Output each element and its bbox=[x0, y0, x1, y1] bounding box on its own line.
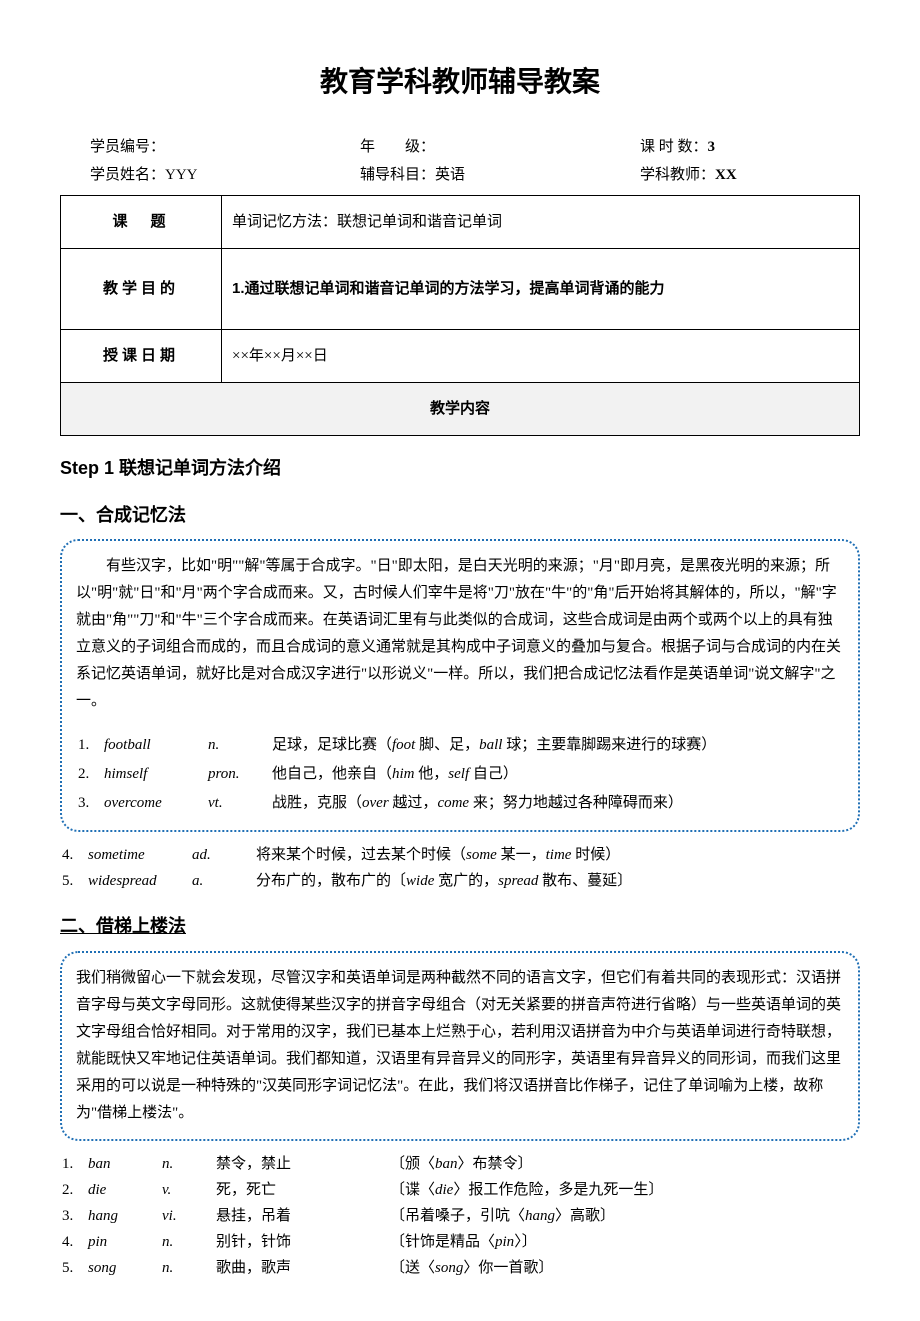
page-title: 教育学科教师辅导教案 bbox=[60, 60, 860, 105]
vocab-cell: 4. bbox=[60, 842, 86, 868]
vocab-cell: 2. bbox=[60, 1177, 86, 1203]
vocab-cell: 2. bbox=[76, 760, 102, 789]
vocab-cell: 战胜，克服（over 越过，come 来；努力地越过各种障碍而来） bbox=[270, 789, 844, 818]
vocab-cell: n. bbox=[160, 1151, 214, 1177]
vocab-cell: pin bbox=[86, 1229, 160, 1255]
section1-box: 有些汉字，比如"明""解"等属于合成字。"日"即太阳，是白天光明的来源；"月"即… bbox=[60, 539, 860, 832]
vocab-cell: 5. bbox=[60, 868, 86, 894]
grade-label: 年 级： bbox=[360, 139, 435, 155]
vocab-cell: vt. bbox=[206, 789, 270, 818]
vocab-row: 3.hangvi.悬挂，吊着〔吊着嗓子，引吭〈hang〉高歌〕 bbox=[60, 1203, 860, 1229]
vocab-row: 2.diev.死，死亡〔谍〈die〉报工作危险，多是九死一生〕 bbox=[60, 1177, 860, 1203]
topic-label: 课 题 bbox=[61, 195, 222, 248]
goal-value: 1.通过联想记单词和谐音记单词的方法学习，提高单词背诵的能力 bbox=[222, 248, 860, 329]
vocab-cell: 〔颁〈ban〉布禁令〕 bbox=[388, 1151, 860, 1177]
vocab-cell: vi. bbox=[160, 1203, 214, 1229]
vocab-cell: pron. bbox=[206, 760, 270, 789]
vocab-cell: n. bbox=[206, 731, 270, 760]
date-value: ××年××月××日 bbox=[222, 329, 860, 382]
vocab-row: 5.widespreada.分布广的，散布广的〔wide 宽广的，spread … bbox=[60, 868, 860, 894]
hours-label: 课 时 数： bbox=[640, 139, 708, 155]
content-header: 教学内容 bbox=[61, 382, 860, 435]
vocab-cell: song bbox=[86, 1255, 160, 1281]
vocab-cell: football bbox=[102, 731, 206, 760]
student-id-label: 学员编号： bbox=[90, 139, 165, 155]
goal-label: 教学目的 bbox=[61, 248, 222, 329]
vocab-row: 4.pinn.别针，针饰〔针饰是精品〈pin〉〕 bbox=[60, 1229, 860, 1255]
vocab-cell: n. bbox=[160, 1229, 214, 1255]
info-row-1: 学员编号： 年 级： 课 时 数：3 bbox=[60, 135, 860, 159]
vocab-row: 4.sometimead.将来某个时候，过去某个时候（some 某一，time … bbox=[60, 842, 860, 868]
section1-vocab-overflow: 4.sometimead.将来某个时候，过去某个时候（some 某一，time … bbox=[60, 842, 860, 894]
section2-heading: 二、借梯上楼法 bbox=[60, 912, 860, 941]
subject-value: 英语 bbox=[435, 167, 465, 183]
vocab-cell: 〔针饰是精品〈pin〉〕 bbox=[388, 1229, 860, 1255]
vocab-cell: 悬挂，吊着 bbox=[214, 1203, 388, 1229]
section2-box: 我们稍微留心一下就会发现，尽管汉字和英语单词是两种截然不同的语言文字，但它们有着… bbox=[60, 951, 860, 1141]
section1-para: 有些汉字，比如"明""解"等属于合成字。"日"即太阳，是白天光明的来源；"月"即… bbox=[76, 553, 844, 715]
vocab-cell: hang bbox=[86, 1203, 160, 1229]
section2-para: 我们稍微留心一下就会发现，尽管汉字和英语单词是两种截然不同的语言文字，但它们有着… bbox=[76, 965, 844, 1127]
vocab-cell: 3. bbox=[60, 1203, 86, 1229]
vocab-cell: himself bbox=[102, 760, 206, 789]
document-page: 教育学科教师辅导教案 学员编号： 年 级： 课 时 数：3 学员姓名：YYY 辅… bbox=[0, 0, 920, 1321]
section1-vocab: 1.footballn.足球，足球比赛（foot 脚、足，ball 球；主要靠脚… bbox=[76, 731, 844, 818]
vocab-cell: a. bbox=[190, 868, 254, 894]
vocab-cell: 分布广的，散布广的〔wide 宽广的，spread 散布、蔓延〕 bbox=[254, 868, 860, 894]
vocab-cell: sometime bbox=[86, 842, 190, 868]
vocab-row: 1.bann.禁令，禁止〔颁〈ban〉布禁令〕 bbox=[60, 1151, 860, 1177]
vocab-cell: 他自己，他亲自（him 他，self 自己） bbox=[270, 760, 844, 789]
vocab-cell: 足球，足球比赛（foot 脚、足，ball 球；主要靠脚踢来进行的球赛） bbox=[270, 731, 844, 760]
student-name-label: 学员姓名： bbox=[90, 167, 165, 183]
vocab-cell: 3. bbox=[76, 789, 102, 818]
vocab-row: 1.footballn.足球，足球比赛（foot 脚、足，ball 球；主要靠脚… bbox=[76, 731, 844, 760]
vocab-cell: v. bbox=[160, 1177, 214, 1203]
vocab-cell: die bbox=[86, 1177, 160, 1203]
vocab-cell: ad. bbox=[190, 842, 254, 868]
step1-prefix: Step 1 bbox=[60, 458, 114, 478]
hours-value: 3 bbox=[708, 139, 716, 155]
vocab-cell: ban bbox=[86, 1151, 160, 1177]
vocab-cell: 4. bbox=[60, 1229, 86, 1255]
info-row-2: 学员姓名：YYY 辅导科目：英语 学科教师：XX bbox=[60, 163, 860, 187]
student-name: YYY bbox=[165, 167, 198, 183]
vocab-cell: overcome bbox=[102, 789, 206, 818]
teacher-value: XX bbox=[715, 167, 737, 183]
date-label: 授课日期 bbox=[61, 329, 222, 382]
vocab-cell: 〔送〈song〉你一首歌〕 bbox=[388, 1255, 860, 1281]
vocab-cell: widespread bbox=[86, 868, 190, 894]
teacher-label: 学科教师： bbox=[640, 167, 715, 183]
step1-text: 联想记单词方法介绍 bbox=[114, 458, 281, 478]
vocab-cell: 禁令，禁止 bbox=[214, 1151, 388, 1177]
vocab-row: 5.songn.歌曲，歌声〔送〈song〉你一首歌〕 bbox=[60, 1255, 860, 1281]
meta-table: 课 题 单词记忆方法：联想记单词和谐音记单词 教学目的 1.通过联想记单词和谐音… bbox=[60, 195, 860, 436]
topic-value: 单词记忆方法：联想记单词和谐音记单词 bbox=[222, 195, 860, 248]
vocab-cell: 1. bbox=[76, 731, 102, 760]
vocab-cell: n. bbox=[160, 1255, 214, 1281]
vocab-cell: 〔谍〈die〉报工作危险，多是九死一生〕 bbox=[388, 1177, 860, 1203]
vocab-row: 3.overcomevt.战胜，克服（over 越过，come 来；努力地越过各… bbox=[76, 789, 844, 818]
vocab-cell: 别针，针饰 bbox=[214, 1229, 388, 1255]
vocab-cell: 将来某个时候，过去某个时候（some 某一，time 时候） bbox=[254, 842, 860, 868]
vocab-cell: 5. bbox=[60, 1255, 86, 1281]
vocab-cell: 1. bbox=[60, 1151, 86, 1177]
section1-heading: 一、合成记忆法 bbox=[60, 501, 860, 530]
vocab-cell: 死，死亡 bbox=[214, 1177, 388, 1203]
subject-label: 辅导科目： bbox=[360, 167, 435, 183]
section2-vocab: 1.bann.禁令，禁止〔颁〈ban〉布禁令〕2.diev.死，死亡〔谍〈die… bbox=[60, 1151, 860, 1281]
vocab-row: 2.himselfpron.他自己，他亲自（him 他，self 自己） bbox=[76, 760, 844, 789]
vocab-cell: 〔吊着嗓子，引吭〈hang〉高歌〕 bbox=[388, 1203, 860, 1229]
vocab-cell: 歌曲，歌声 bbox=[214, 1255, 388, 1281]
step1-heading: Step 1 联想记单词方法介绍 bbox=[60, 454, 860, 483]
